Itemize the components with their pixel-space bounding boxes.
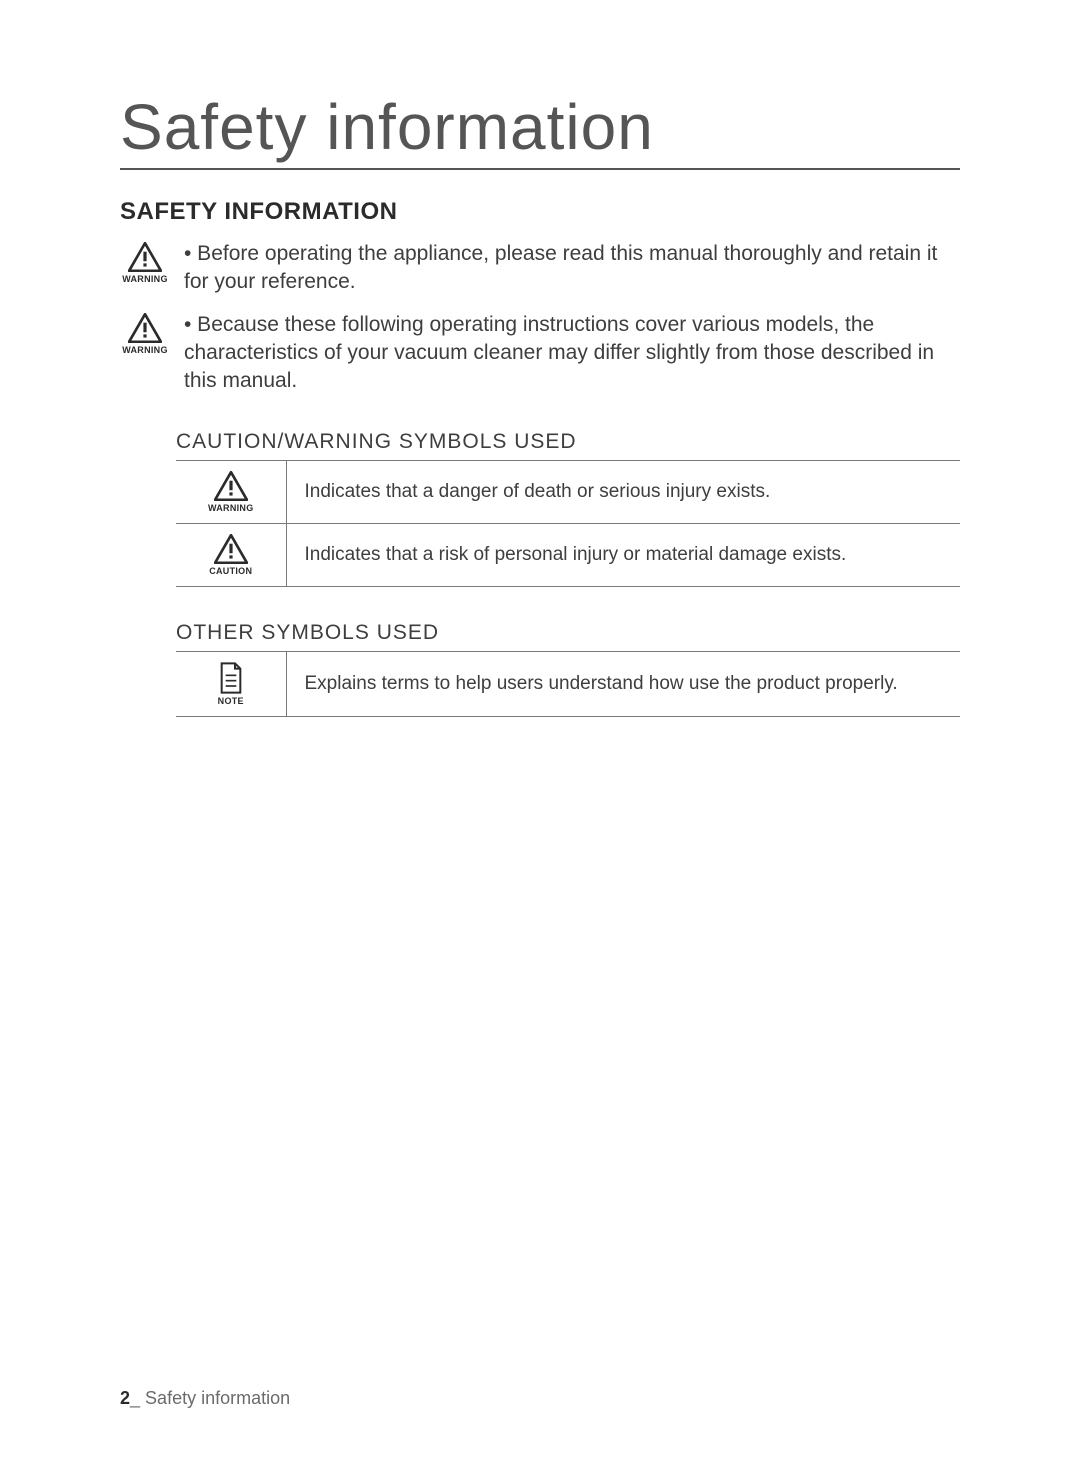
document-page: Safety information SAFETY INFORMATION WA… xyxy=(0,0,1080,1469)
page-footer: 2_ Safety information xyxy=(120,1388,290,1409)
table-heading: OTHER SYMBOLS USED xyxy=(176,621,960,645)
caution-triangle-icon xyxy=(214,534,248,564)
symbol-label: NOTE xyxy=(218,696,244,706)
warning-icon-label: WARNING xyxy=(122,274,168,284)
symbol-cell: CAUTION xyxy=(176,523,286,586)
table-row: NOTE Explains terms to help users unders… xyxy=(176,651,960,716)
caution-warning-symbols-table: WARNING Indicates that a danger of death… xyxy=(176,460,960,587)
page-number: 2 xyxy=(120,1388,130,1408)
warning-text: • Because these following operating inst… xyxy=(184,311,960,396)
warning-text: • Before operating the appliance, please… xyxy=(184,240,960,297)
table-row: CAUTION Indicates that a risk of persona… xyxy=(176,523,960,586)
footer-separator: _ xyxy=(130,1388,140,1408)
warning-triangle-icon xyxy=(128,242,162,272)
note-page-icon xyxy=(217,662,245,694)
symbol-description: Explains terms to help users understand … xyxy=(286,651,960,716)
other-symbols-table: NOTE Explains terms to help users unders… xyxy=(176,651,960,717)
warning-icon-column: WARNING xyxy=(120,311,170,355)
symbol-cell: WARNING xyxy=(176,460,286,523)
warning-icon-column: WARNING xyxy=(120,240,170,284)
symbol-description: Indicates that a danger of death or seri… xyxy=(286,460,960,523)
symbol-label: CAUTION xyxy=(209,566,252,576)
warning-block: WARNING • Before operating the appliance… xyxy=(120,240,960,297)
warning-triangle-icon xyxy=(214,471,248,501)
page-title: Safety information xyxy=(120,90,960,170)
warning-icon-label: WARNING xyxy=(122,345,168,355)
warning-triangle-icon xyxy=(128,313,162,343)
symbol-label: WARNING xyxy=(208,503,254,513)
table-heading: CAUTION/WARNING SYMBOLS USED xyxy=(176,430,960,454)
warning-block: WARNING • Because these following operat… xyxy=(120,311,960,396)
section-heading: SAFETY INFORMATION xyxy=(120,198,960,226)
symbol-cell: NOTE xyxy=(176,651,286,716)
symbol-description: Indicates that a risk of personal injury… xyxy=(286,523,960,586)
footer-text: Safety information xyxy=(145,1388,290,1408)
table-row: WARNING Indicates that a danger of death… xyxy=(176,460,960,523)
